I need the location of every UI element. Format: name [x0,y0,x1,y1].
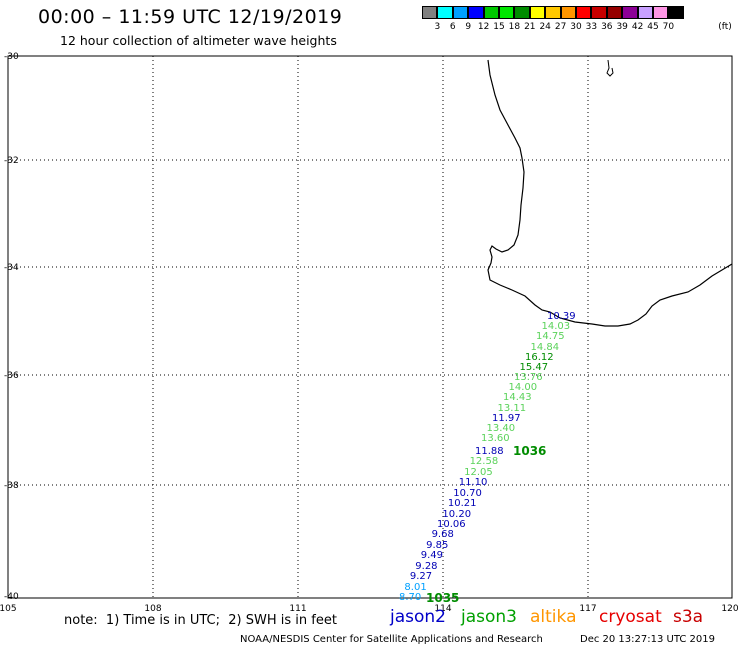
swh-value: 11.10 [458,477,488,489]
map-frame [7,55,733,599]
scale-label: 70 [662,22,675,32]
scale-swatch [622,6,638,19]
lon-label: 105 [0,604,17,614]
scale-label: 30 [570,22,582,32]
swh-value: 9.49 [420,550,443,562]
scale-swatch [529,6,546,19]
lon-label: 114 [434,604,452,614]
swh-value: 9.85 [426,539,449,551]
scale-swatch [591,6,607,19]
scale-swatch [606,6,623,19]
scale-label: 12 [477,22,490,32]
scale-swatch [514,6,530,19]
swh-value: 8.70 [399,592,422,603]
pass-label: 1036 [513,444,547,458]
legend-jason3: jason3 [461,607,517,627]
scale-label: 36 [601,22,613,32]
scale-swatch [545,6,561,19]
lat-label: -30 [4,52,19,62]
legend-s3a: s3a [673,607,704,627]
swh-value: 16.12 [525,351,554,363]
swh-value: 12.05 [464,466,493,478]
units-note: note: 1) Time is in UTC; 2) SWH is in fe… [64,613,337,628]
scale-label: 42 [631,22,644,32]
scale-swatch [668,6,684,19]
scale-swatch [422,6,438,19]
coastline-detail [606,59,614,77]
swh-value: 11.97 [492,412,521,424]
legend-cryosat: cryosat [599,607,662,627]
lon-label: 117 [579,604,597,614]
scale-label: 27 [554,22,567,32]
swh-value: 10.20 [442,508,472,520]
scale-label: 18 [508,22,521,32]
swh-value: 11.88 [475,446,504,457]
swh-value: 14.75 [536,331,565,343]
scale-label: 39 [616,22,628,32]
scale-label: 9 [465,22,472,32]
scale-label: 21 [524,22,536,32]
scale-label: 24 [539,22,551,32]
scale-swatch [483,6,499,19]
scale-swatch [499,6,515,19]
credit-text: NOAA/NESDIS Center for Satellite Applica… [240,634,543,645]
swh-value: 8.01 [404,581,427,593]
swh-value: 13.11 [497,402,527,414]
swh-value: 13.76 [514,372,543,383]
swh-value: 10.39 [547,311,576,322]
scale-swatch [560,6,576,19]
pass-label: 1035 [426,591,460,605]
scale-swatch [576,6,592,19]
swh-value: 10.21 [447,498,477,510]
swh-value: 10.70 [453,487,482,499]
scale-unit: (ft) [718,22,732,32]
swh-value: 14.00 [508,382,538,394]
swh-value: 10.06 [437,519,466,530]
scale-label: 3 [434,22,441,32]
scale-swatch [452,6,469,19]
legend-jason2: jason2 [390,607,446,627]
scale-label: 33 [585,22,598,32]
scale-swatch [468,6,484,19]
lon-label: 111 [289,604,307,614]
lat-label: -36 [4,371,19,381]
swh-value: 12.58 [469,456,499,468]
lat-label: -34 [4,263,19,273]
scale-swatch [653,6,669,19]
coastline [487,59,733,327]
graticule [8,56,732,598]
lat-label: -38 [4,481,19,491]
swh-value: 13.40 [486,422,516,434]
timestamp-text: Dec 20 13:27:13 UTC 2019 [580,634,715,645]
scale-label: 6 [449,22,456,32]
scale-swatch [437,6,453,19]
swh-value: 14.43 [503,392,532,404]
lon-label: 120 [721,604,739,614]
swh-value: 13.60 [481,433,510,444]
swh-value: 14.84 [530,341,560,353]
swh-value: 9.28 [415,560,438,572]
map-subtitle: 12 hour collection of altimeter wave hei… [60,33,337,48]
swh-value: 9.27 [409,571,433,583]
swh-value: 15.47 [519,361,549,373]
map-title: 00:00 – 11:59 UTC 12/19/2019 [38,6,343,28]
lon-label: 108 [144,604,162,614]
swh-value: 9.68 [431,529,454,541]
lat-label: -32 [4,156,19,166]
scale-label: 15 [493,22,505,32]
scale-swatch [637,6,653,19]
scale-label: 45 [647,22,659,32]
lat-label: -40 [4,592,19,602]
swh-value: 14.03 [541,321,571,333]
legend-altika: altika [530,607,577,627]
